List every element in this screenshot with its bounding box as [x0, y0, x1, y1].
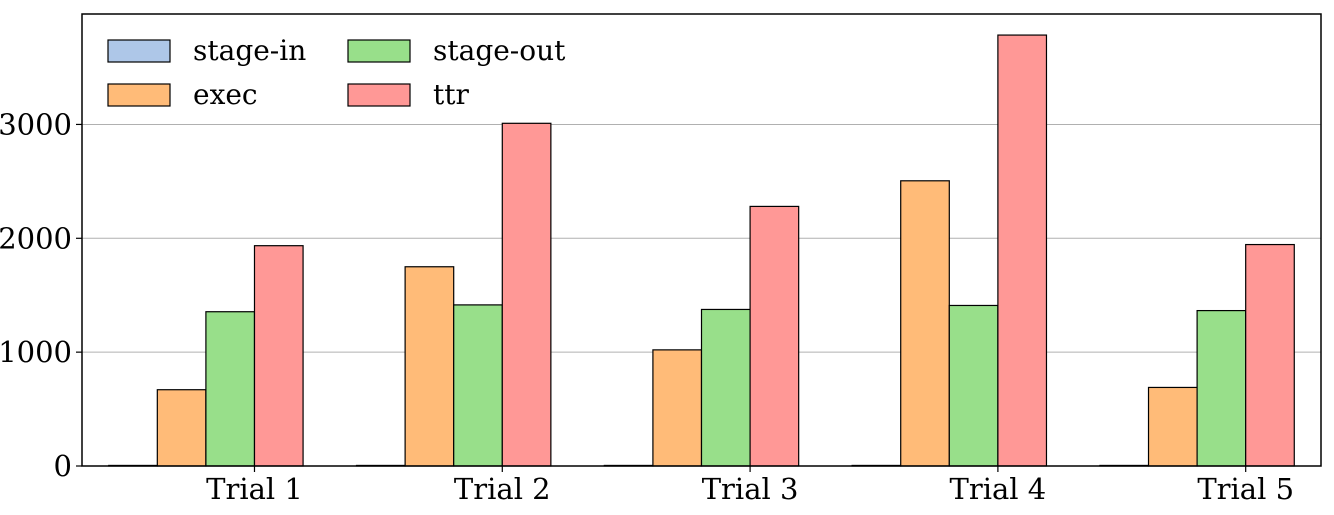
bars	[108, 34, 1295, 467]
legend-label: exec	[193, 78, 258, 111]
bar-ttr-1	[253, 245, 304, 467]
x-tick-label: Trial 1	[206, 472, 303, 506]
legend-swatch	[347, 83, 411, 107]
bar-exec-5	[1147, 386, 1198, 467]
legend-item-stage-in: stage-in	[107, 34, 306, 67]
legend: stage-in exec stage-out ttr	[107, 34, 566, 111]
legend-label: ttr	[433, 78, 470, 111]
y-tick-label: 3000	[0, 107, 72, 141]
legend-item-exec: exec	[107, 78, 258, 111]
legend-label: stage-in	[193, 34, 306, 67]
x-tick-label: Trial 5	[1197, 472, 1294, 506]
bar-ttr-3	[749, 205, 800, 467]
bar-stage-out-5	[1196, 309, 1247, 467]
bar-ttr-5	[1245, 243, 1295, 467]
x-tick-label: Trial 3	[702, 472, 799, 506]
legend-item-ttr: ttr	[347, 78, 470, 111]
y-tick-label: 1000	[0, 335, 72, 369]
bar-ttr-4	[997, 34, 1048, 467]
x-tick-label: Trial 2	[454, 472, 551, 506]
x-axis-ticks: Trial 1 Trial 2 Trial 3 Trial 4 Trial 5	[206, 466, 1294, 506]
bar-stage-out-4	[948, 304, 999, 467]
y-axis-ticks: 0 1000 2000 3000	[0, 107, 82, 483]
legend-swatch	[347, 39, 411, 63]
legend-swatch	[107, 83, 171, 107]
bar-exec-2	[404, 266, 455, 467]
legend-label: stage-out	[433, 34, 566, 67]
bar-exec-1	[156, 389, 207, 467]
bar-exec-4	[900, 180, 950, 467]
x-tick-label: Trial 4	[950, 472, 1047, 506]
bar-stage-out-3	[700, 308, 751, 467]
legend-swatch	[107, 39, 171, 63]
bar-stage-out-1	[205, 311, 256, 467]
y-tick-label: 0	[54, 449, 72, 483]
bar-stage-out-2	[453, 304, 503, 467]
bar-ttr-2	[501, 122, 552, 467]
bar-exec-3	[652, 349, 703, 467]
plot-frame	[81, 13, 1322, 467]
y-tick-label: 2000	[0, 221, 72, 255]
legend-item-stage-out: stage-out	[347, 34, 566, 67]
